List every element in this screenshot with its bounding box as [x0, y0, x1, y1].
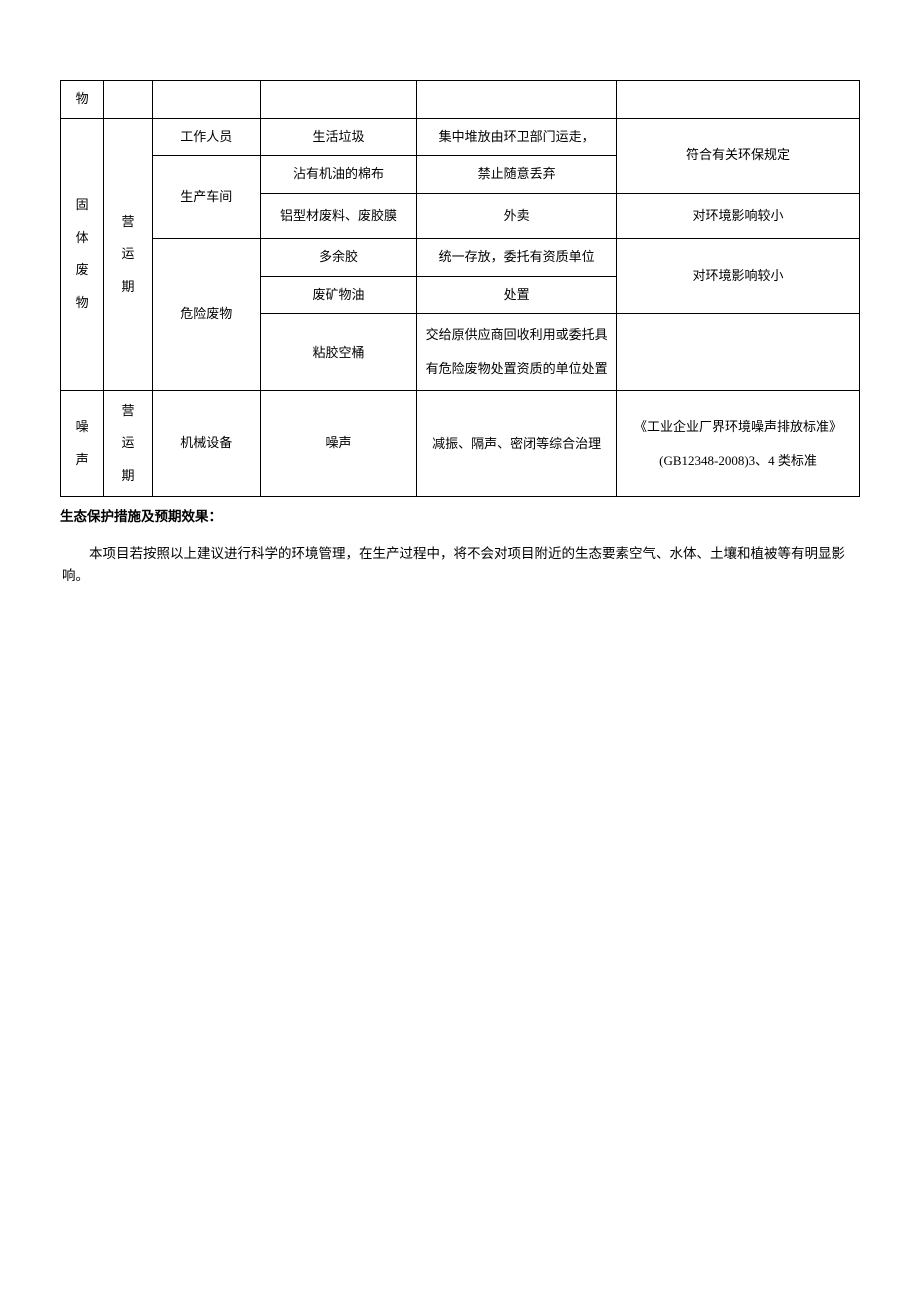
cell-pollutant: 多余胶	[260, 239, 417, 277]
cell-category-solid-waste: 固 体 废 物	[61, 118, 104, 390]
cell-period-operation: 营 运 期	[104, 118, 153, 390]
impact-table: 物 固 体 废 物 营	[60, 80, 860, 497]
cell-standard: 对环境影响较小	[617, 239, 860, 314]
cell-pollutant: 废矿物油	[260, 276, 417, 314]
cell-standard: 《工业企业厂界环境噪声排放标准》(GB12348-2008)3、4 类标准	[617, 390, 860, 497]
cell-source: 机械设备	[152, 390, 260, 497]
cell-category-noise: 噪 声	[61, 390, 104, 497]
cell-empty	[152, 81, 260, 119]
cell-standard: 对环境影响较小	[617, 193, 860, 238]
table-row: 物	[61, 81, 860, 119]
cell-source: 生产车间	[152, 156, 260, 239]
cell-standard	[617, 314, 860, 391]
cell-empty	[104, 81, 153, 119]
cell-source: 工作人员	[152, 118, 260, 156]
table-row: 噪 声 营 运 期 机械设备 噪声 减振、隔声、密闭等综合治理 《工业企业厂界环…	[61, 390, 860, 497]
table-row: 危险废物 多余胶 统一存放，委托有资质单位 对环境影响较小	[61, 239, 860, 277]
body-paragraph: 本项目若按照以上建议进行科学的环境管理，在生产过程中，将不会对项目附近的生态要素…	[60, 543, 860, 586]
cell-source: 危险废物	[152, 239, 260, 391]
cell-category-partial: 物	[61, 81, 104, 119]
cell-pollutant: 粘胶空桶	[260, 314, 417, 391]
cell-measure: 集中堆放由环卫部门运走，	[417, 118, 617, 156]
cell-empty	[417, 81, 617, 119]
cell-empty	[617, 81, 860, 119]
cell-pollutant: 铝型材废料、废胶膜	[260, 193, 417, 238]
cell-period-operation: 营 运 期	[104, 390, 153, 497]
cell-standard: 符合有关环保规定	[617, 118, 860, 193]
section-title-eco: 生态保护措施及预期效果：	[60, 505, 860, 525]
cell-empty	[260, 81, 417, 119]
cell-measure: 交给原供应商回收利用或委托具有危险废物处置资质的单位处置	[417, 314, 617, 391]
cell-measure: 统一存放，委托有资质单位	[417, 239, 617, 277]
cell-measure: 处置	[417, 276, 617, 314]
cell-pollutant: 生活垃圾	[260, 118, 417, 156]
table-row: 固 体 废 物 营 运 期 工作人员 生活垃圾 集中堆放由环卫部门运走，	[61, 118, 860, 156]
cell-measure: 减振、隔声、密闭等综合治理	[417, 390, 617, 497]
cell-measure: 禁止随意丢弃	[417, 156, 617, 194]
cell-measure: 外卖	[417, 193, 617, 238]
cell-pollutant: 噪声	[260, 390, 417, 497]
cell-pollutant: 沾有机油的棉布	[260, 156, 417, 194]
page-container: 物 固 体 废 物 营	[0, 0, 920, 627]
